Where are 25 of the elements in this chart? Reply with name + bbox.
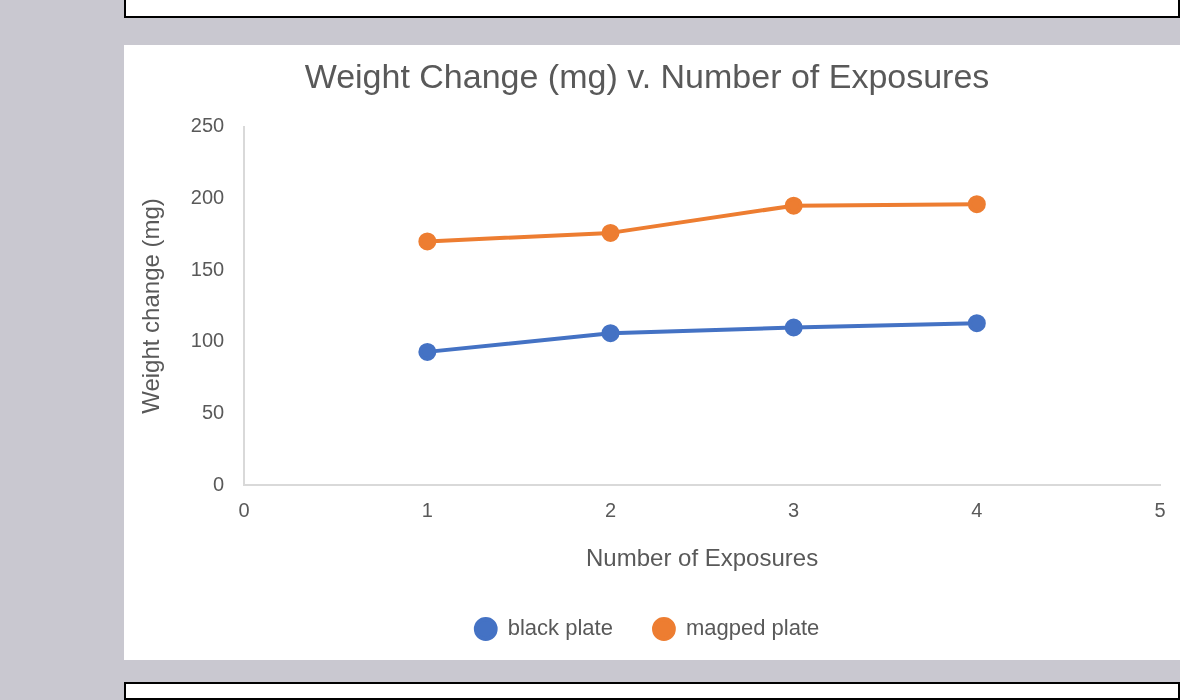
y-tick-label: 50 — [201, 401, 225, 424]
x-tick-label: 4 — [971, 498, 983, 521]
x-tick-label: 5 — [1154, 498, 1166, 521]
x-tick-label: 1 — [421, 498, 433, 521]
chart-title: Weight Change (mg) v. Number of Exposures — [304, 56, 990, 95]
y-tick-label: 0 — [213, 472, 225, 495]
y-tick-label: 250 — [190, 114, 225, 137]
point — [967, 314, 986, 333]
point — [601, 223, 620, 242]
point — [784, 318, 803, 337]
point — [967, 195, 986, 214]
y-tick-label: 100 — [190, 329, 225, 352]
y-tick-label: 200 — [190, 186, 225, 208]
x-tick-label: 3 — [788, 498, 800, 521]
legend-label: black plate — [507, 615, 613, 641]
x-axis-title: Number of Exposures — [586, 544, 819, 572]
y-tick-label: 150 — [190, 257, 225, 280]
point — [601, 324, 620, 343]
point — [784, 196, 803, 215]
legend-label: magped plate — [685, 615, 820, 641]
point — [418, 232, 437, 251]
point — [418, 342, 437, 361]
y-axis-title: Weight change (mg) — [137, 198, 165, 414]
x-tick-label: 2 — [604, 498, 617, 521]
x-tick-label: 0 — [238, 498, 250, 521]
